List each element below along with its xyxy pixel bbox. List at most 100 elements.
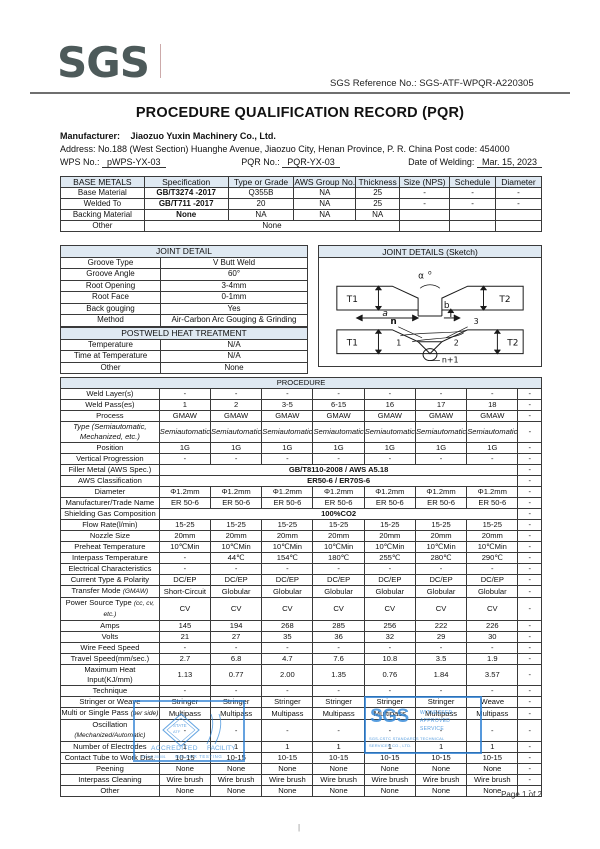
pwht-row: Other None [60,361,308,374]
procedure-cell: Wire brush [210,774,263,786]
procedure-cell: DC/EP [210,574,263,586]
procedure-row: Number of Electrodes 1 1 1 1 1 1 1- [60,741,542,753]
procedure-cell: CV [210,597,263,621]
procedure-row: Flow Rate(l/min) 15-25 15-25 15-25 15-25 15-2… [60,519,542,531]
procedure-row-label: Weld Pass(es) [60,399,160,411]
procedure-cell: - [363,563,416,575]
procedure-span-row: Shielding Gas Composition 100%CO2- [60,508,542,520]
procedure-cell: 18 [466,399,519,411]
procedure-cell: 20mm [466,530,519,542]
wps-value: pWPS-YX-03 [102,157,166,168]
procedure-cell: GMAW [466,410,519,422]
page-title: PROCEDURE QUALIFICATION RECORD (PQR) [135,105,465,121]
procedure-cell: Globular [210,585,263,598]
procedure-cell: Wire brush [261,774,314,786]
procedure-row-label: Contact Tube to Work Dist. [60,752,160,764]
procedure-cell: Semiautomatic [210,421,263,443]
sketch-pass-3: 3 [474,317,479,326]
procedure-cell: - [517,453,542,465]
procedure-cell: - [158,685,212,697]
sketch-pass-1: 1 [396,339,401,348]
procedure-cell: Stringer [210,696,263,708]
procedure-cell: 29 [414,631,468,643]
procedure-cell: None [261,763,314,775]
procedure-cell: 10℃Min [261,541,314,553]
procedure-cell: Globular [261,585,314,598]
procedure-cell: 27 [210,631,263,643]
procedure-cell: 180℃ [312,552,365,564]
sketch-degree-label: o [428,269,432,276]
procedure-cell: GMAW [414,410,468,422]
base-metals-header-4: Thickness [355,176,401,188]
procedure-cell: Φ1.2mm [363,486,416,498]
procedure-cell: - [517,642,542,654]
procedure-cell: - [363,719,416,742]
procedure-cell: 1 [158,741,212,753]
procedure-cell: - [158,719,212,742]
pwht-title: POSTWELD HEAT TREATMENT [60,327,308,340]
procedure-cell: - [261,642,314,654]
procedure-row: Vertical Progression - - - - - - - - [60,453,542,465]
manufacturer-row: Manufacturer: Jiaozuo Yuxin Machinery Co… [60,130,542,143]
base-metals-cell [399,209,451,221]
procedure-cell: None [158,785,212,797]
procedure-cell: 285 [312,620,365,632]
procedure-cell: 17 [414,399,468,411]
procedure-cell: - [517,464,542,476]
joint-detail-row-value: Air-Carbon Arc Gouging & Grinding [160,314,308,327]
procedure-cell: - [210,563,263,575]
base-metals-other-value: None [143,220,401,232]
procedure-cell: Globular [466,585,519,598]
date-label: Date of Welding: [408,157,475,167]
pqr-label: PQR No.: [241,157,280,167]
procedure-cell: 1.35 [312,664,365,686]
procedure-row-label: Weld Layer(s) [60,388,160,400]
procedure-cell: - [466,563,519,575]
address-row: Address: No.188 (West Section) Huanghe A… [60,144,510,154]
procedure-cell: 226 [466,620,519,632]
procedure-cell: DC/EP [363,574,416,586]
procedure-cell: 10-15 [158,752,212,764]
procedure-cell: 1 [363,741,416,753]
procedure-cell: - [312,388,365,400]
joint-detail-row-value: V Butt Weld [160,256,308,269]
procedure-row: Manufacturer/Trade Name ER 50-6 ER 50-6 ER … [60,497,542,509]
procedure-row-label: Volts [60,631,160,643]
procedure-cell: Semiautomatic [466,421,519,443]
procedure-row-label: Current Type & Polarity [60,574,160,586]
sketch-n1-label: n+1 [442,356,459,365]
base-metals-header-3: AWS Group No. [293,176,357,188]
base-metals-cell [399,220,451,232]
joint-detail-row: Method Air-Carbon Arc Gouging & Grinding [60,314,308,327]
procedure-cell: - [517,763,542,775]
procedure-cell: DC/EP [466,574,519,586]
procedure-cell: 10-15 [210,752,263,764]
procedure-cell: Multipass [261,707,314,720]
procedure-cell: - [261,388,314,400]
procedure-cell: 0.76 [363,664,416,686]
procedure-cell: None [414,763,468,775]
procedure-cell: 20mm [261,530,314,542]
procedure-cell: CV [312,597,365,621]
procedure-cell: - [158,552,212,564]
procedure-cell: 1G [210,442,263,454]
procedure-row-label: Flow Rate(l/min) [60,519,160,531]
procedure-cell: - [363,685,416,697]
procedure-row: Type (Semiautomatic, Mechanized, etc.) Se… [60,421,542,443]
base-metals-cell: - [495,187,542,199]
procedure-cell: 30 [466,631,519,643]
base-metals-row-label: Welded To [60,198,145,210]
procedure-cell: Φ1.2mm [210,486,263,498]
procedure-row-label: Peening [60,763,160,775]
base-metals-cell: NA [293,209,357,221]
procedure-cell: - [414,719,468,742]
document-header: SGS SGS Reference No.: SGS-ATF-WPQR-A220… [0,0,600,94]
procedure-row-label: Electrical Characteristics [60,563,160,575]
joint-detail-row-label: Root Face [60,291,161,304]
procedure-cell: 15-25 [158,519,212,531]
procedure-cell: None [363,785,416,797]
procedure-row-label: Interpass Temperature [60,552,160,564]
base-metals-header-2: Type or Grade [227,176,295,188]
joint-detail-row-label: Method [60,314,161,327]
procedure-cell: - [517,410,542,422]
